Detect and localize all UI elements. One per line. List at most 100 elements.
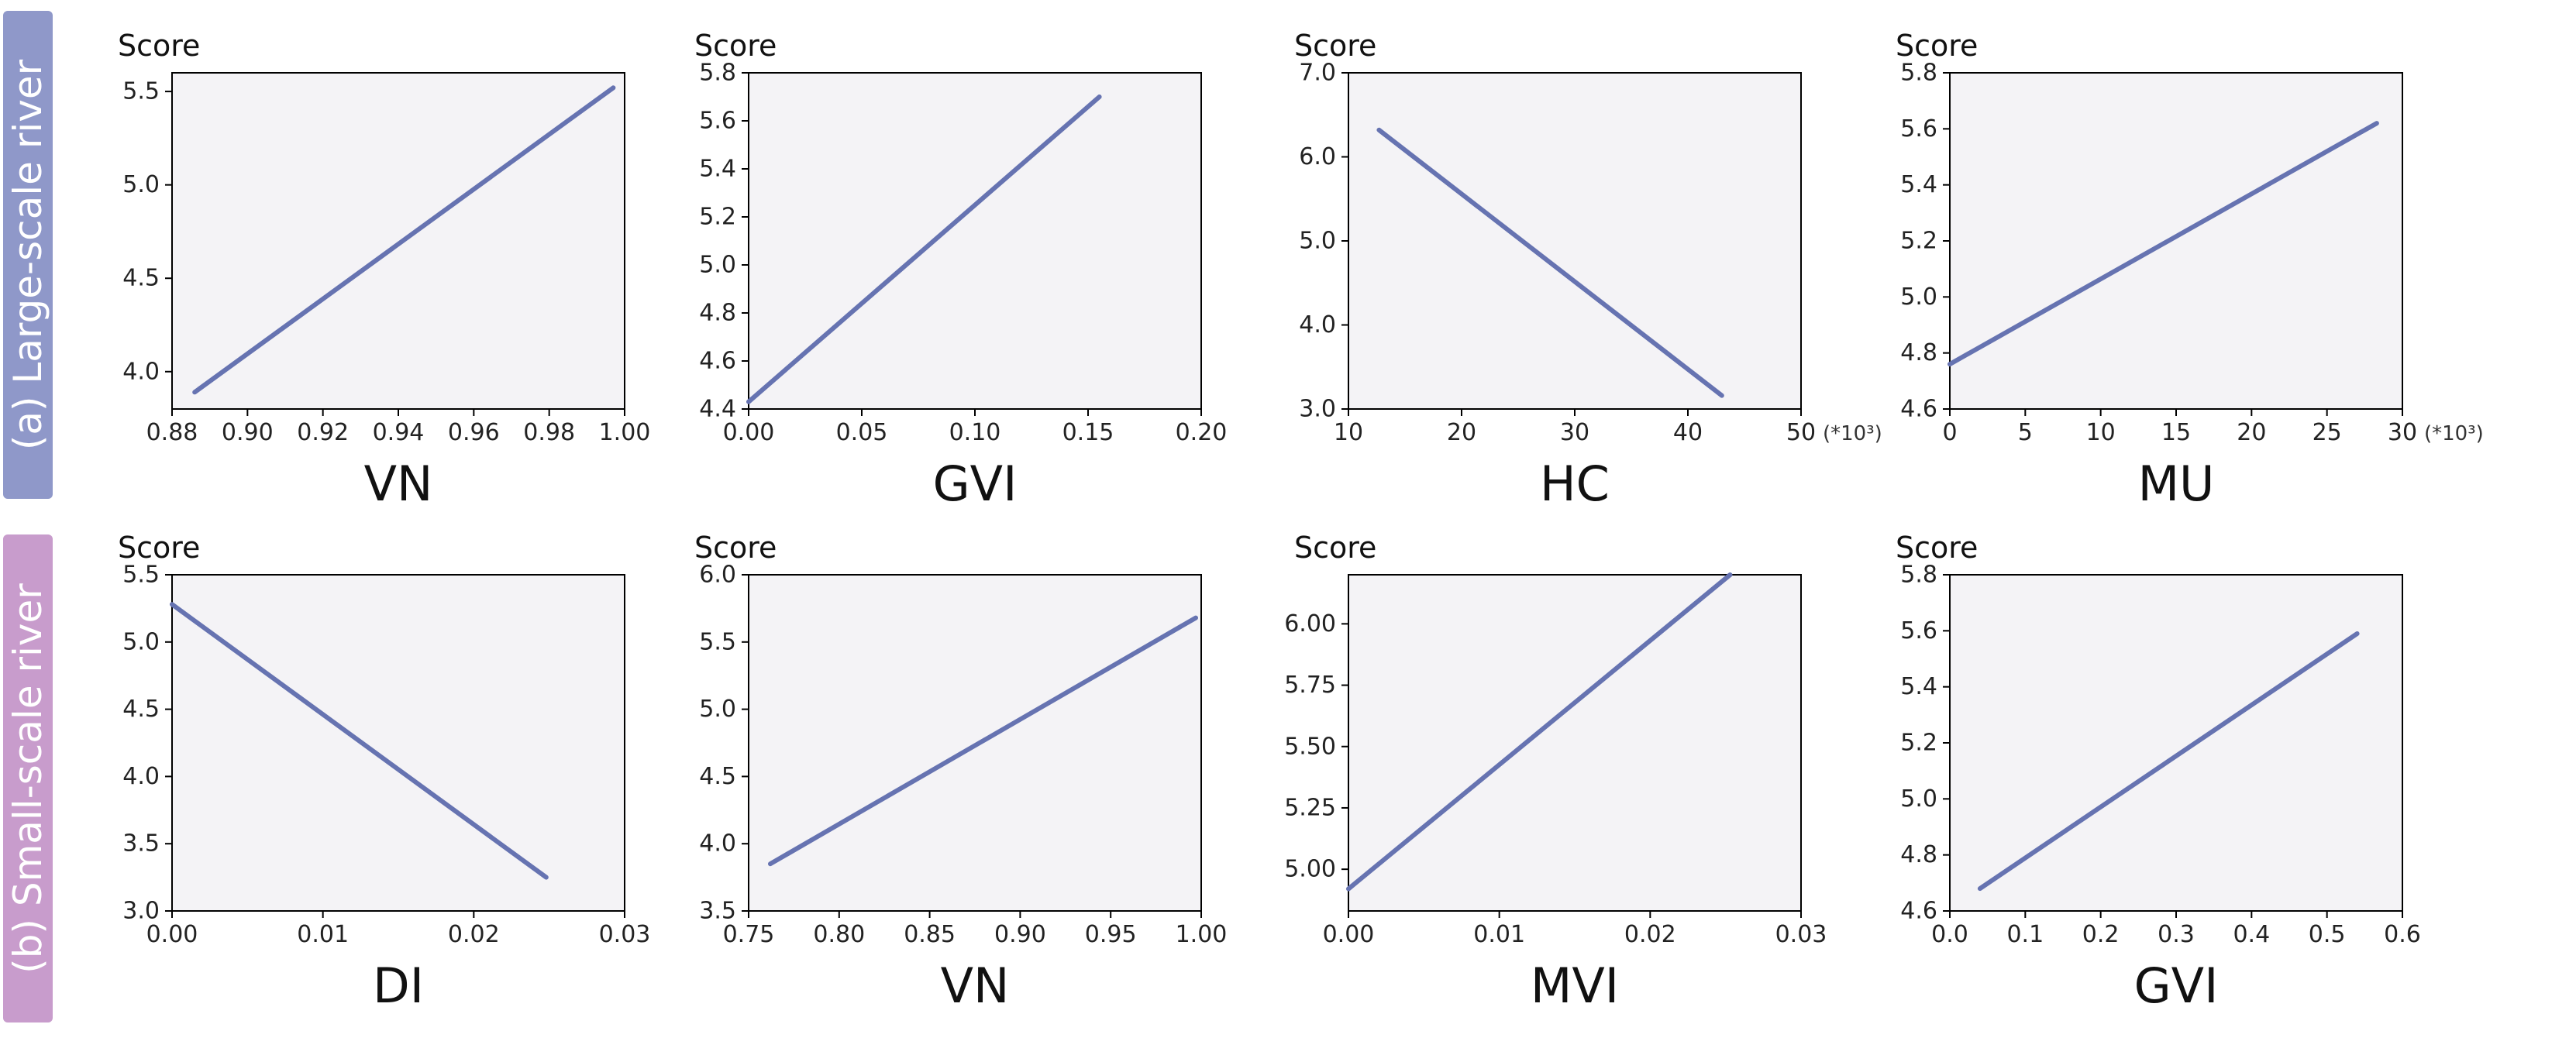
score-trend-line [1977, 631, 2360, 892]
x-tick-label: 30 [1560, 419, 1589, 446]
score-trend-line [768, 615, 1198, 867]
y-tick-label: 5.2 [1900, 730, 1937, 757]
x-tick-label: 0.4 [2233, 921, 2270, 948]
y-tick-label: 3.0 [122, 898, 160, 925]
x-tick-label: 0.95 [1085, 921, 1137, 948]
row-label-b: (b) Small-scale river [3, 534, 53, 1022]
x-tick-label: 0.03 [1775, 921, 1827, 948]
y-tick-label: 4.6 [699, 348, 736, 375]
y-tick-label: 4.6 [1900, 396, 1937, 423]
y-tick-label: 6.0 [1299, 143, 1336, 170]
y-tick-label: 5.00 [1284, 856, 1336, 883]
panel-5: Score 3.0 3.5 4.0 4.5 5.0 5.5 0.00 0.01 0.02 0.03 D… [118, 531, 650, 1014]
y-tick-label: 5.5 [122, 78, 160, 105]
y-tick-label: 5.50 [1284, 733, 1336, 760]
plot-area [1348, 72, 1802, 410]
score-trend-line [170, 602, 549, 880]
y-tick-label: 5.4 [1900, 171, 1937, 198]
x-axis-title: GVI [2134, 957, 2219, 1014]
x-axis-unit: (*10³) [1823, 422, 1882, 445]
x-tick-label: 0.00 [146, 921, 198, 948]
y-tick-label: 4.0 [699, 830, 736, 858]
y-tick-label: 5.8 [1900, 60, 1937, 87]
y-tick-label: 5.0 [1900, 284, 1937, 311]
x-tick-label: 0.02 [1624, 921, 1676, 948]
x-tick-label: 0.5 [2309, 921, 2346, 948]
x-tick-label: 0.94 [373, 419, 425, 446]
y-tick-label: 4.0 [122, 358, 160, 385]
panels: Score 4.0 4.5 5.0 5.5 0.88 0.90 0.92 0.94 0.96 0.9… [118, 29, 2484, 1014]
x-tick-label: 10 [2086, 419, 2116, 446]
x-tick-label: 40 [1673, 419, 1703, 446]
x-tick-label: 15 [2161, 419, 2191, 446]
x-tick-label: 30 [2388, 419, 2417, 446]
y-axis-title: Score [1896, 29, 1978, 63]
panel-7: Score 5.00 5.25 5.50 5.75 6.00 0.00 0.01 0.02 0.0… [1284, 531, 1827, 1014]
y-tick-label: 5.2 [1900, 228, 1937, 255]
y-tick-label: 5.0 [1900, 785, 1937, 813]
row-label-b-text: (b) Small-scale river [5, 583, 50, 974]
x-axis-title: HC [1540, 455, 1610, 512]
y-tick-label: 3.5 [122, 830, 160, 858]
x-tick-label: 20 [2237, 419, 2266, 446]
x-tick-label: 0.98 [523, 419, 575, 446]
y-tick-label: 4.5 [122, 696, 160, 723]
x-tick-label: 0.00 [723, 419, 775, 446]
x-tick-label: 5 [2018, 419, 2033, 446]
x-tick-label: 1.00 [1176, 921, 1228, 948]
score-trend-line [746, 95, 1102, 404]
x-tick-label: 0.15 [1062, 419, 1114, 446]
row-label-a: (a) Large-scale river [3, 11, 53, 499]
row-label-a-text: (a) Large-scale river [5, 59, 50, 450]
y-tick-label: 4.0 [1299, 311, 1336, 339]
y-tick-label: 5.6 [1900, 617, 1937, 644]
plot-area [1348, 574, 1802, 912]
panel-4: Score 4.6 4.8 5.0 5.2 5.4 5.6 5.8 0 5 10 15 20 25 30 MU… [1896, 29, 2484, 512]
y-tick-label: 3.0 [1299, 396, 1336, 423]
x-tick-label: 0.1 [2006, 921, 2044, 948]
x-axis-unit: (*10³) [2424, 422, 2484, 445]
score-trend-line [1346, 572, 1733, 892]
x-tick-label: 0.6 [2384, 921, 2421, 948]
y-axis-title: Score [118, 29, 200, 63]
y-tick-label: 6.0 [699, 562, 736, 589]
y-tick-label: 5.5 [699, 628, 736, 655]
y-tick-label: 4.8 [1900, 841, 1937, 868]
y-axis-title: Score [118, 531, 200, 565]
y-tick-label: 5.5 [122, 562, 160, 589]
x-tick-label: 25 [2313, 419, 2342, 446]
score-trend-line [1947, 121, 2379, 367]
y-tick-label: 5.2 [699, 204, 736, 231]
x-tick-label: 0 [1942, 419, 1957, 446]
y-tick-label: 7.0 [1299, 60, 1336, 87]
y-tick-label: 5.0 [699, 252, 736, 279]
x-tick-label: 50 [1786, 419, 1816, 446]
score-trend-line [1376, 127, 1724, 398]
plot-area [748, 72, 1202, 410]
x-tick-label: 0.02 [448, 921, 500, 948]
x-axis-title: VN [941, 957, 1010, 1014]
row-label-a-background [3, 11, 53, 499]
x-tick-label: 0.85 [904, 921, 956, 948]
y-axis-title: Score [1896, 531, 1978, 565]
plot-area [1949, 574, 2403, 912]
x-tick-label: 0.88 [146, 419, 198, 446]
x-tick-label: 0.2 [2082, 921, 2120, 948]
x-tick-label: 0.92 [297, 419, 349, 446]
x-tick-label: 10 [1334, 419, 1363, 446]
y-tick-label: 4.6 [1900, 898, 1937, 925]
x-tick-label: 0.80 [813, 921, 865, 948]
y-tick-label: 4.4 [699, 396, 736, 423]
y-tick-label: 5.6 [1900, 115, 1937, 143]
x-tick-label: 0.96 [448, 419, 500, 446]
plot-area [171, 574, 625, 912]
x-axis-title: VN [364, 455, 433, 512]
x-tick-label: 0.00 [1323, 921, 1375, 948]
y-tick-label: 5.75 [1284, 672, 1336, 699]
score-trend-line [192, 85, 616, 395]
y-tick-label: 5.4 [699, 156, 736, 183]
x-tick-label: 0.0 [1931, 921, 1968, 948]
y-tick-label: 5.0 [1299, 228, 1336, 255]
y-tick-label: 4.5 [122, 265, 160, 292]
